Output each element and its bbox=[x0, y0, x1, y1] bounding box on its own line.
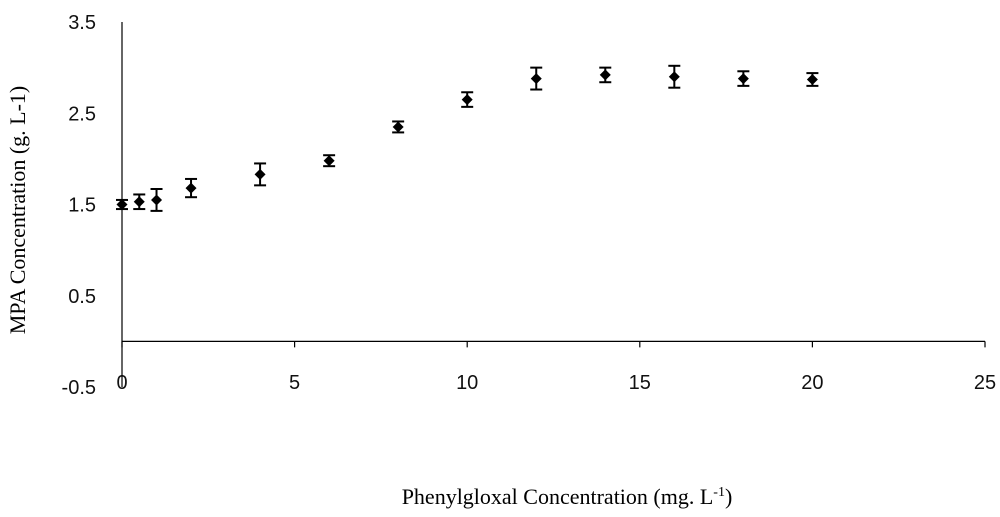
diamond-marker bbox=[461, 94, 473, 106]
y-tick-label: 3.5 bbox=[68, 12, 96, 34]
x-tick-label: 20 bbox=[801, 372, 823, 394]
x-tick-label: 5 bbox=[289, 372, 300, 394]
x-axis-title-main: Phenylgloxal Concentration (mg. L bbox=[402, 484, 714, 509]
data-point bbox=[254, 162, 267, 187]
data-point bbox=[185, 177, 198, 199]
y-tick-labels: -0.5 0.5 1.5 2.5 3.5 bbox=[62, 12, 96, 399]
x-tick-label: 10 bbox=[456, 372, 478, 394]
y-tick-label: -0.5 bbox=[62, 377, 96, 399]
data-points bbox=[116, 64, 819, 212]
y-tick-label: 1.5 bbox=[68, 195, 96, 217]
data-point bbox=[668, 64, 681, 89]
diamond-marker bbox=[392, 121, 404, 133]
x-axis-title-superscript: -1 bbox=[713, 485, 725, 500]
y-tick-label: 2.5 bbox=[68, 103, 96, 125]
diamond-marker bbox=[737, 73, 749, 85]
diamond-marker bbox=[151, 194, 163, 206]
y-tick-label: 0.5 bbox=[68, 286, 96, 308]
x-axis-title-end: ) bbox=[725, 484, 732, 509]
data-point bbox=[133, 193, 146, 211]
diamond-marker bbox=[599, 69, 611, 81]
diamond-marker bbox=[133, 196, 145, 208]
data-point bbox=[116, 198, 128, 211]
data-point bbox=[323, 154, 336, 168]
data-point bbox=[737, 70, 750, 87]
data-point bbox=[150, 187, 163, 212]
diamond-marker bbox=[185, 182, 197, 194]
diamond-marker bbox=[323, 155, 335, 167]
y-axis-title: MPA Concentration (g. L-1) bbox=[5, 86, 30, 335]
x-tick-labels: 0 5 10 15 20 25 bbox=[116, 372, 996, 394]
x-axis-title: Phenylgloxal Concentration (mg. L-1) bbox=[402, 484, 733, 509]
diamond-marker bbox=[806, 73, 818, 85]
diamond-marker bbox=[116, 199, 128, 210]
data-point bbox=[461, 91, 474, 108]
diamond-marker bbox=[530, 73, 542, 85]
diamond-marker bbox=[254, 168, 266, 180]
x-tick-label: 25 bbox=[974, 372, 996, 394]
data-point bbox=[392, 120, 405, 134]
x-tick-marks bbox=[121, 341, 986, 348]
diamond-marker bbox=[668, 71, 680, 83]
data-point bbox=[599, 66, 612, 84]
data-point bbox=[806, 72, 819, 87]
data-point bbox=[530, 66, 543, 91]
x-tick-label: 15 bbox=[629, 372, 651, 394]
